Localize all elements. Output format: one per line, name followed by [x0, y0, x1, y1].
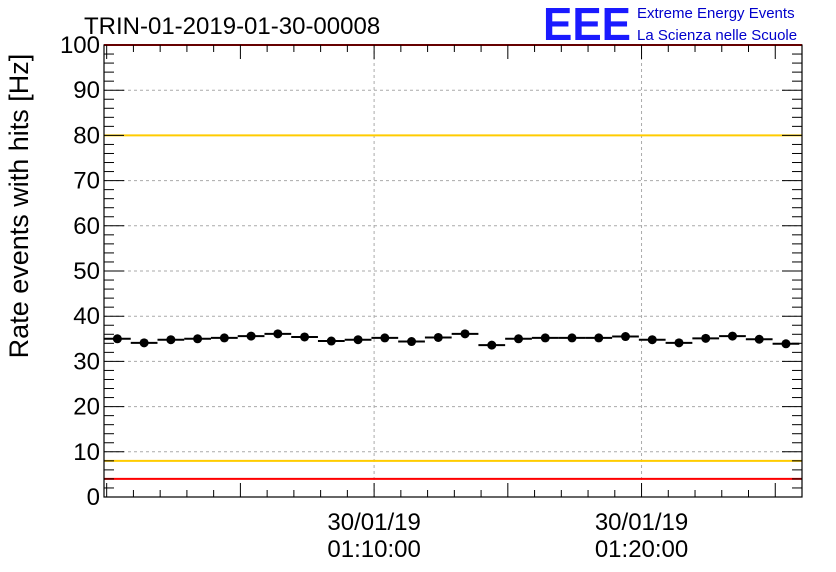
logo-mark: EEE [543, 0, 631, 50]
y-tick-label: 10 [73, 439, 100, 466]
data-point-marker [246, 331, 256, 341]
data-point-marker [166, 335, 176, 345]
data-point-marker [326, 336, 336, 346]
y-tick-label: 90 [73, 77, 100, 104]
y-tick-label: 30 [73, 348, 100, 375]
data-point [184, 334, 211, 344]
data-point [505, 334, 532, 344]
y-axis-label: Rate events with hits [Hz] [4, 54, 34, 359]
data-point-marker [300, 332, 310, 342]
data-point [344, 335, 372, 345]
y-tick-label: 0 [87, 484, 100, 511]
data-point-marker [540, 333, 550, 343]
axis-ticks [104, 44, 803, 498]
data-point-marker [594, 333, 604, 343]
eee-logo: EEE Extreme Energy Events La Scienza nel… [543, 0, 797, 50]
data-point [424, 332, 452, 342]
data-point-marker [433, 332, 443, 342]
data-point [398, 337, 425, 347]
data-point [451, 329, 479, 339]
data-point [531, 333, 559, 343]
x-tick-label-date: 30/01/19 [327, 509, 420, 536]
data-point [638, 335, 666, 345]
data-point [719, 331, 746, 341]
data-point [291, 332, 318, 342]
logo-line1: Extreme Energy Events [637, 5, 795, 22]
data-point-marker [620, 332, 630, 342]
data-point [478, 340, 506, 350]
data-point [745, 334, 773, 344]
threshold-lines [104, 44, 802, 480]
data-point [317, 336, 345, 346]
data-point [585, 333, 613, 343]
data-points [104, 329, 800, 350]
data-point-marker [380, 333, 390, 343]
grid [104, 45, 802, 497]
logo-line2: La Scienza nelle Scuole [637, 27, 797, 44]
data-point [130, 338, 158, 348]
x-tick-label-time: 01:20:00 [595, 536, 688, 563]
data-point [157, 335, 185, 345]
data-point-marker [701, 333, 711, 343]
data-point [237, 331, 265, 341]
data-point-marker [273, 329, 283, 339]
chart-title: TRIN-01-2019-01-30-00008 [84, 13, 380, 40]
data-point-marker [193, 334, 203, 344]
y-tick-label: 50 [73, 258, 100, 285]
data-point-marker [219, 333, 229, 343]
data-point-marker [754, 334, 764, 344]
data-point-marker [647, 335, 657, 345]
y-tick-label: 80 [73, 122, 100, 149]
data-point [210, 333, 238, 343]
data-point-marker [407, 337, 417, 347]
data-point-marker [460, 329, 470, 339]
data-point [692, 333, 720, 343]
data-point [371, 333, 399, 343]
y-tick-label: 100 [60, 32, 100, 59]
x-tick-label-date: 30/01/19 [595, 509, 688, 536]
data-point-marker [487, 340, 497, 350]
x-tick-label-time: 01:10:00 [327, 536, 420, 563]
data-point [665, 338, 693, 348]
data-point [104, 334, 131, 344]
data-point [558, 333, 586, 343]
data-point-marker [727, 331, 737, 341]
data-point [612, 332, 639, 342]
data-point-marker [112, 334, 122, 344]
y-tick-label: 60 [73, 213, 100, 240]
y-tick-label: 40 [73, 303, 100, 330]
data-point-marker [567, 333, 577, 343]
data-point-marker [139, 338, 149, 348]
data-point-marker [353, 335, 363, 345]
y-tick-labels: 0 10 20 30 40 50 60 70 80 90 100 [60, 32, 100, 511]
y-tick-label: 20 [73, 394, 100, 421]
y-tick-label: 70 [73, 168, 100, 195]
data-point-marker [674, 338, 684, 348]
data-point-marker [781, 339, 791, 349]
data-point [264, 329, 292, 339]
data-point-marker [514, 334, 524, 344]
